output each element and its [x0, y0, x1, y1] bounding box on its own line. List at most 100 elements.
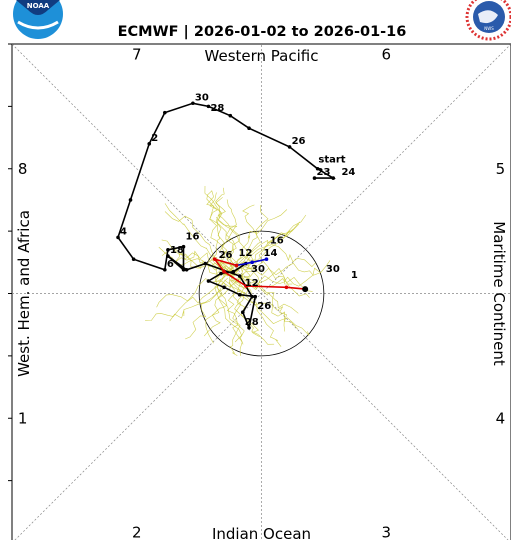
day-label: 23: [317, 167, 331, 178]
data-point: [222, 269, 226, 274]
data-point: [287, 145, 292, 149]
data-point: [222, 285, 226, 290]
ensemble-member-line: [247, 260, 331, 276]
data-point: [331, 176, 336, 180]
day-label: 4: [120, 226, 127, 237]
day-label: 12: [239, 248, 253, 259]
data-point: [264, 257, 269, 261]
data-point: [191, 101, 195, 106]
day-label: 30: [326, 264, 340, 275]
data-point: [250, 294, 254, 299]
ensemble-member-line: [175, 251, 238, 284]
series-line-2: [212, 257, 306, 290]
day-label: 30: [195, 92, 209, 103]
day-label: 18: [170, 245, 184, 256]
ensemble-member-line: [226, 199, 243, 272]
diagonal-line: [12, 44, 509, 540]
day-label: 26: [292, 136, 306, 147]
ensemble-member-line: [236, 276, 275, 345]
data-point: [244, 284, 248, 288]
data-point: [163, 267, 167, 272]
day-label: 24: [341, 167, 355, 178]
amplitude-circle: [198, 230, 325, 357]
data-point: [131, 257, 136, 261]
noaa-logo: NOAA: [13, 0, 63, 39]
data-point: [284, 285, 289, 290]
data-point: [312, 176, 317, 180]
phase-label: 7: [132, 46, 142, 64]
end-point: [302, 286, 309, 293]
data-point: [237, 292, 242, 297]
data-point: [247, 326, 251, 330]
ensemble-member-line: [215, 187, 226, 273]
day-label: 26: [257, 301, 271, 312]
phase-label: 8: [18, 160, 28, 178]
phase-label: 1: [18, 409, 28, 427]
ensemble-member-line: [169, 273, 245, 322]
data-point: [212, 257, 217, 261]
data-point: [315, 166, 320, 171]
ensemble-member-line: [226, 282, 243, 356]
data-point: [206, 104, 211, 109]
noaa-logo-text: NOAA: [27, 2, 50, 10]
ensemble-member-line: [231, 221, 301, 282]
data-point: [228, 113, 233, 118]
day-label: 28: [210, 103, 224, 114]
ensemble-member-line: [156, 269, 233, 308]
data-point: [163, 110, 167, 115]
phase-label: 2: [132, 523, 142, 540]
nws-logo: NWS: [465, 0, 511, 41]
data-point: [231, 269, 236, 274]
phase-label: 4: [496, 409, 506, 427]
ensemble-member-line: [204, 185, 225, 274]
day-label: 16: [186, 231, 200, 242]
data-point: [166, 248, 170, 252]
ensemble-member-line: [245, 278, 310, 336]
data-point: [253, 294, 258, 299]
ensemble-member-line: [145, 277, 228, 321]
ensemble-member-line: [230, 209, 288, 268]
nws-logo-text: NWS: [484, 26, 494, 31]
ensemble-member-line: [161, 239, 236, 273]
data-point: [247, 126, 251, 131]
ensemble-member-line: [173, 250, 241, 278]
data-point: [181, 267, 186, 272]
data-point: [116, 235, 120, 240]
region-label-left: West. Hem. and Africa: [15, 210, 33, 377]
ensemble-member-line: [241, 244, 316, 268]
ensemble-member-line: [206, 190, 237, 267]
data-point: [250, 260, 254, 265]
ensemble-member-line: [233, 223, 300, 274]
ensemble-member-line: [216, 216, 238, 274]
phase-label: 5: [496, 160, 506, 178]
data-point: [219, 271, 223, 276]
region-label-right: Maritime Continent: [490, 221, 508, 366]
phase-label: 6: [381, 46, 391, 64]
day-label: 12: [245, 278, 259, 289]
data-point: [184, 267, 189, 272]
ensemble-member-line: [209, 192, 239, 270]
data-point: [203, 261, 208, 266]
ensemble-member-line: [229, 273, 299, 330]
day-label: 6: [167, 259, 174, 270]
ensemble-member-line: [226, 229, 294, 277]
day-label: 30: [251, 264, 265, 275]
ensemble-member-line: [214, 270, 245, 345]
day-label: 1: [351, 270, 358, 281]
ensemble-member-line: [242, 204, 269, 282]
ensemble-member-line: [216, 268, 242, 343]
data-point: [240, 310, 245, 315]
data-point: [234, 263, 239, 268]
day-label: 28: [245, 317, 259, 328]
chart-title: ECMWF | 2026-01-02 to 2026-01-16: [118, 24, 407, 40]
data-point: [181, 244, 186, 249]
data-point: [237, 274, 242, 278]
data-point: [128, 198, 133, 202]
ensemble-member-line: [164, 203, 229, 276]
region-label-top: Western Pacific: [205, 47, 319, 65]
day-label: start: [318, 155, 345, 166]
ensemble-member-line: [234, 268, 313, 292]
data-point: [147, 142, 152, 146]
ensemble-member-line: [215, 197, 254, 271]
